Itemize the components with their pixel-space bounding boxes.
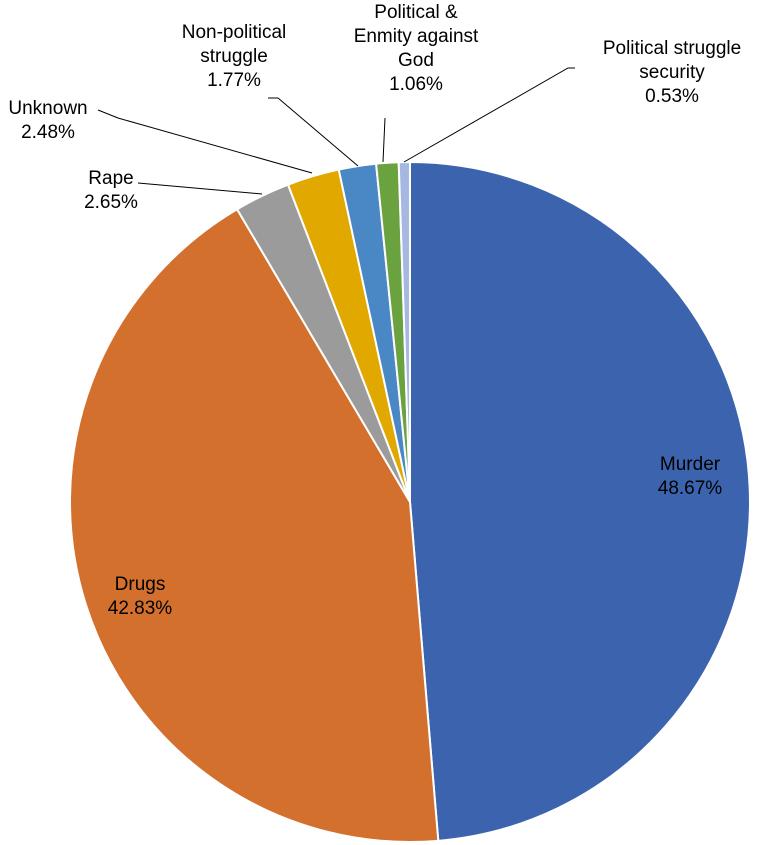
slice-label-political-enmity-against-god: Political & Enmity against God 1.06%: [354, 2, 479, 95]
slice-name-political-enmity-against-god: Enmity against: [354, 26, 479, 47]
leader-line-rape: [137, 182, 263, 195]
leader-line-non-political-struggle: [268, 97, 359, 167]
leader-line-political-enmity-against-god: [382, 117, 386, 163]
slice-name-political-struggle-security: Political struggle: [603, 38, 741, 59]
slice-name-non-political-struggle: Non-political: [182, 22, 287, 43]
slice-labels: Murder 48.67% Drugs 42.83% Rape 2.65% Unknown 2…: [8, 2, 741, 619]
slice-name-rape: Rape: [88, 168, 133, 189]
leader-line-political-struggle-security: [403, 67, 575, 163]
pie-slice-murder: [409, 161, 751, 842]
slice-name-political-enmity-against-god: Political &: [374, 2, 458, 23]
slice-label-murder: Murder 48.67%: [658, 454, 723, 499]
slice-name-drugs: Drugs: [115, 574, 166, 595]
slice-label-unknown: Unknown 2.48%: [8, 98, 87, 143]
pie-slices: [69, 161, 751, 843]
slice-label-non-political-struggle: Non-political struggle 1.77%: [182, 22, 287, 91]
slice-name-non-political-struggle: struggle: [200, 46, 268, 67]
slice-percent-non-political-struggle: 1.77%: [207, 70, 261, 91]
slice-percent-rape: 2.65%: [84, 192, 138, 213]
slice-percent-unknown: 2.48%: [21, 122, 75, 143]
slice-percent-murder: 48.67%: [658, 478, 723, 499]
slice-name-murder: Murder: [660, 454, 721, 475]
slice-label-political-struggle-security: Political struggle security 0.53%: [603, 38, 741, 107]
slice-name-political-enmity-against-god: God: [398, 50, 434, 71]
leader-line-unknown: [97, 109, 313, 174]
slice-percent-political-struggle-security: 0.53%: [645, 86, 699, 107]
leader-lines: [97, 67, 575, 195]
pie-slice-drugs: [69, 208, 440, 843]
slice-percent-political-enmity-against-god: 1.06%: [389, 74, 443, 95]
slice-label-rape: Rape 2.65%: [84, 168, 138, 213]
slice-name-unknown: Unknown: [8, 98, 87, 119]
slice-name-political-struggle-security: security: [639, 62, 705, 83]
slice-percent-drugs: 42.83%: [108, 598, 173, 619]
slice-label-drugs: Drugs 42.83%: [108, 574, 173, 619]
